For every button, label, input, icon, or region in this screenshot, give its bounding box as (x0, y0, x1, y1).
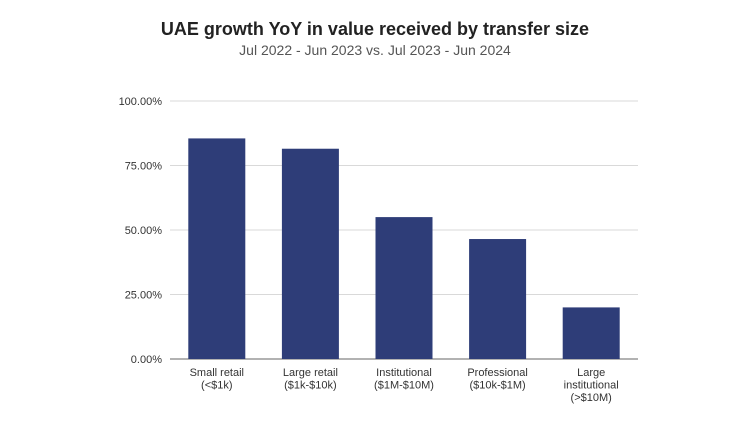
y-tick-label: 50.00% (125, 225, 163, 237)
y-tick-label: 25.00% (125, 290, 163, 302)
y-tick-label: 100.00% (119, 96, 163, 108)
bar (469, 239, 527, 359)
x-category-label: Large retail ($1k-$10k) (283, 367, 338, 392)
bar (562, 307, 620, 359)
bar (188, 138, 246, 359)
y-tick-label: 0.00% (131, 354, 162, 366)
x-category-label: Large institutional (>$10M) (564, 367, 619, 404)
x-category-label: Small retail (<$1k) (190, 367, 244, 392)
chart-subtitle: Jul 2022 - Jun 2023 vs. Jul 2023 - Jun 2… (239, 42, 511, 58)
x-category-label: Institutional ($1M-$10M) (374, 367, 434, 392)
y-tick-label: 75.00% (125, 161, 163, 173)
bar (375, 217, 433, 359)
x-category-label: Professional ($10k-$1M) (467, 367, 528, 392)
bar (281, 148, 339, 359)
chart-title: UAE growth YoY in value received by tran… (160, 19, 590, 39)
